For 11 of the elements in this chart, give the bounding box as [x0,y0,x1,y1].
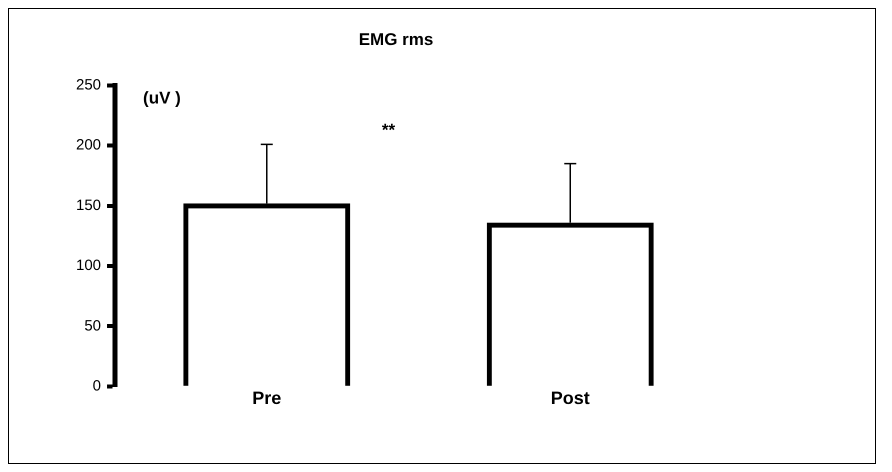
y-tick-label: 150 [76,196,102,214]
y-tick-label: 200 [76,136,102,154]
y-tick-label: 250 [76,76,102,94]
y-axis-title: (uV ) [143,88,181,108]
chart-title: EMG rms [358,30,434,49]
y-tick-label: 100 [76,257,102,274]
x-tick-label: Post [550,388,590,408]
x-tick-label: Pre [252,388,282,408]
annotation: ** [382,120,396,140]
y-tick-label: 50 [84,317,102,334]
y-tick-label: 0 [92,378,102,395]
